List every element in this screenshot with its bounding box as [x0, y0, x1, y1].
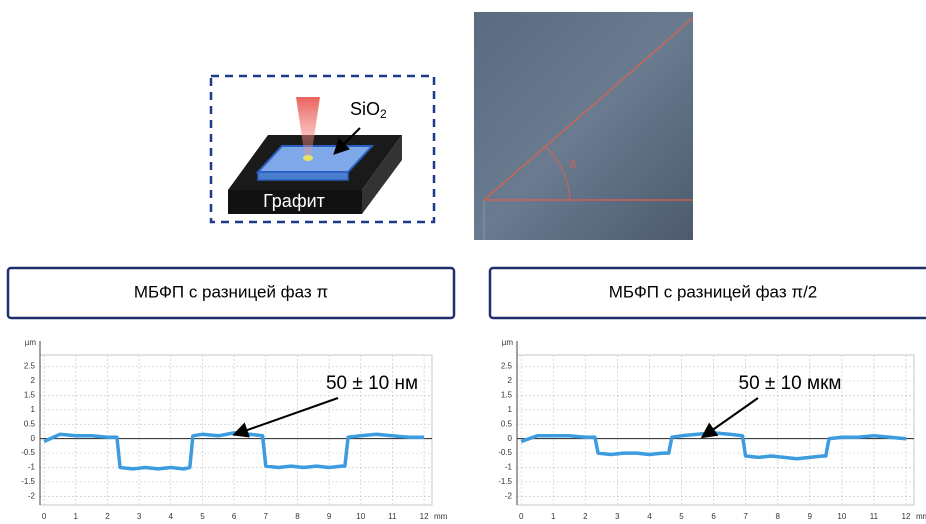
- x-tick-label: 5: [679, 512, 684, 521]
- y-tick-label: -1: [505, 463, 513, 472]
- x-tick-label: 8: [775, 512, 780, 521]
- x-tick-label: 5: [200, 512, 205, 521]
- y-tick-label: -0.5: [21, 448, 35, 457]
- x-tick-label: 10: [356, 512, 365, 521]
- y-tick-label: -1.5: [498, 477, 512, 486]
- x-tick-label: 3: [137, 512, 142, 521]
- y-tick-label: 0.5: [24, 419, 36, 428]
- x-tick-label: 8: [295, 512, 300, 521]
- x-tick-label: 11: [388, 512, 397, 521]
- y-unit: µm: [502, 338, 514, 347]
- material-sub: 2: [380, 107, 387, 121]
- y-tick-label: 2.5: [24, 362, 36, 371]
- y-tick-label: -1.5: [21, 477, 35, 486]
- y-tick-label: 1: [31, 405, 36, 414]
- x-unit: mm: [434, 512, 448, 521]
- x-tick-label: 9: [327, 512, 332, 521]
- x-tick-label: 6: [711, 512, 716, 521]
- x-tick-label: 12: [902, 512, 911, 521]
- y-tick-label: -2: [505, 491, 513, 500]
- annotation: 50 ± 10 нм: [326, 373, 418, 394]
- y-tick-label: 1: [508, 405, 513, 414]
- figure: SiO2 Графит δ МБФП с разницей фаз π2.521…: [0, 0, 926, 524]
- y-tick-label: 1.5: [24, 390, 36, 399]
- micrograph: δ: [474, 12, 693, 240]
- x-tick-label: 4: [647, 512, 652, 521]
- chart-title: МБФП с разницей фаз π: [134, 282, 328, 301]
- annotation: 50 ± 10 мкм: [739, 373, 842, 394]
- x-tick-label: 1: [74, 512, 79, 521]
- x-unit: mm: [916, 512, 926, 521]
- x-tick-label: 7: [264, 512, 269, 521]
- plot-frame: [517, 355, 914, 505]
- x-tick-label: 2: [583, 512, 588, 521]
- y-tick-label: -2: [28, 491, 36, 500]
- x-tick-label: 4: [169, 512, 174, 521]
- annotation-arrow: [236, 398, 338, 434]
- schematic: SiO2 Графит: [211, 76, 434, 222]
- x-tick-label: 11: [870, 512, 879, 521]
- y-tick-label: 0.5: [501, 419, 513, 428]
- x-tick-label: 1: [551, 512, 556, 521]
- y-tick-label: -1: [28, 463, 36, 472]
- material: SiO: [350, 99, 380, 119]
- y-tick-label: 1.5: [501, 390, 513, 399]
- y-tick-label: 0: [31, 434, 36, 443]
- chart-title: МБФП с разницей фаз π/2: [609, 282, 818, 301]
- x-tick-label: 0: [519, 512, 524, 521]
- x-tick-label: 6: [232, 512, 237, 521]
- x-tick-label: 7: [743, 512, 748, 521]
- y-tick-label: 2: [508, 376, 513, 385]
- x-tick-label: 9: [808, 512, 813, 521]
- slab-front: [258, 172, 348, 180]
- x-tick-label: 0: [42, 512, 47, 521]
- x-tick-label: 12: [420, 512, 429, 521]
- y-unit: µm: [25, 338, 37, 347]
- x-tick-label: 10: [837, 512, 846, 521]
- material-label: SiO2: [350, 99, 387, 121]
- y-tick-label: 0: [508, 434, 513, 443]
- spot: [303, 155, 313, 161]
- y-tick-label: 2: [31, 376, 36, 385]
- y-tick-label: -0.5: [498, 448, 512, 457]
- x-tick-label: 2: [105, 512, 110, 521]
- y-tick-label: 2.5: [501, 362, 513, 371]
- angle-label: δ: [570, 159, 576, 171]
- annotation-arrow: [704, 398, 758, 436]
- substrate-label: Графит: [263, 191, 325, 211]
- x-tick-label: 3: [615, 512, 620, 521]
